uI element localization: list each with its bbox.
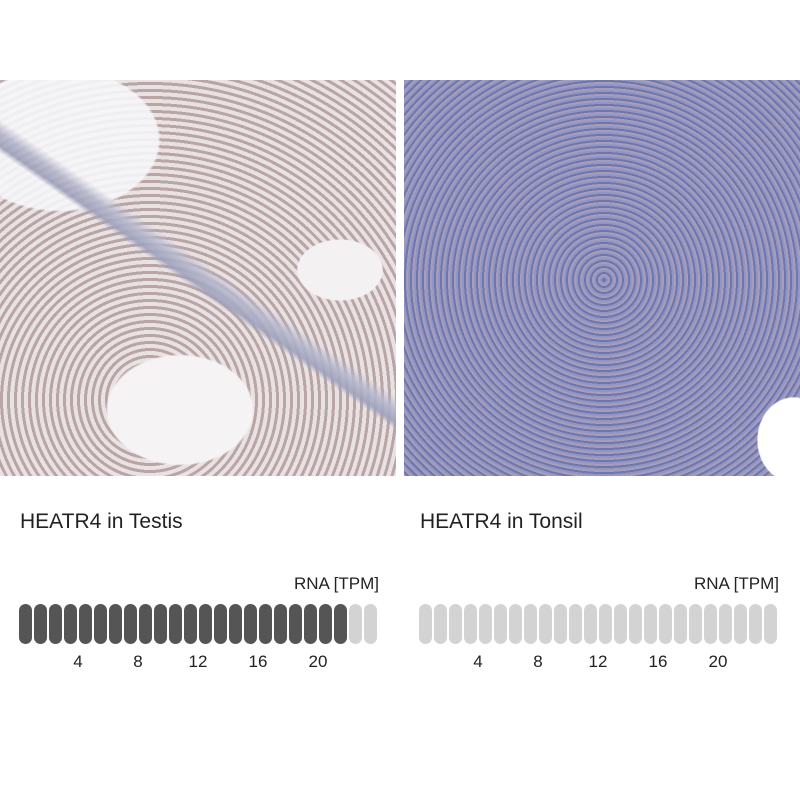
tick-label: 8: [133, 652, 143, 671]
rna-level-bar: [599, 604, 612, 644]
rna-level-bar: [139, 604, 152, 644]
rna-level-bar: [304, 604, 317, 644]
rna-level-bar: [524, 604, 537, 644]
rna-level-bar: [19, 604, 32, 644]
rna-level-bar: [154, 604, 167, 644]
rna-level-bar: [349, 604, 362, 644]
rna-level-bar: [494, 604, 507, 644]
rna-level-bar: [449, 604, 462, 644]
rna-level-bar: [569, 604, 582, 644]
rna-label-testis: RNA [TPM]: [293, 574, 379, 593]
rna-level-bar: [199, 604, 212, 644]
rna-level-bar: [64, 604, 77, 644]
rna-level-bar: [509, 604, 522, 644]
rna-level-bar: [659, 604, 672, 644]
rna-level-bar: [229, 604, 242, 644]
rna-level-bar: [259, 604, 272, 644]
testis-tissue-image: [0, 80, 396, 476]
rna-level-bar: [554, 604, 567, 644]
panel-title-testis: HEATR4 in Testis: [20, 510, 183, 533]
rna-level-bar: [364, 604, 377, 644]
tick-label: 8: [533, 652, 543, 671]
rna-level-bar: [434, 604, 447, 644]
rna-level-bar: [674, 604, 687, 644]
rna-level-bar: [289, 604, 302, 644]
rna-level-bar: [49, 604, 62, 644]
rna-level-bar: [764, 604, 777, 644]
tick-label: 4: [473, 652, 483, 671]
tick-label: 12: [188, 652, 208, 671]
tick-label: 4: [73, 652, 83, 671]
rna-label-tonsil: RNA [TPM]: [693, 574, 779, 593]
tick-label: 12: [588, 652, 608, 671]
rna-level-bar: [319, 604, 332, 644]
rna-level-bar: [629, 604, 642, 644]
tonsil-tissue-image: [404, 80, 800, 476]
rna-level-bar: [719, 604, 732, 644]
rna-level-bar: [689, 604, 702, 644]
rna-level-bar: [419, 604, 432, 644]
tick-label: 20: [708, 652, 728, 671]
rna-level-bar: [124, 604, 137, 644]
rna-level-bar: [94, 604, 107, 644]
rna-level-bar: [539, 604, 552, 644]
rna-level-bar: [184, 604, 197, 644]
rna-level-bar: [34, 604, 47, 644]
rna-level-bar: [734, 604, 747, 644]
rna-level-bar: [749, 604, 762, 644]
panel-title-tonsil: HEATR4 in Tonsil: [420, 510, 583, 533]
tick-label: 20: [308, 652, 328, 671]
rna-level-bar: [244, 604, 257, 644]
tick-label: 16: [248, 652, 268, 671]
rna-level-bar: [169, 604, 182, 644]
rna-level-bar: [464, 604, 477, 644]
rna-level-bar: [214, 604, 227, 644]
rna-level-bar: [644, 604, 657, 644]
rna-level-bar: [334, 604, 347, 644]
rna-level-bar: [704, 604, 717, 644]
rna-level-bar: [274, 604, 287, 644]
rna-level-bar: [109, 604, 122, 644]
tick-label: 16: [648, 652, 668, 671]
rna-level-bar: [614, 604, 627, 644]
rna-level-bar: [584, 604, 597, 644]
rna-level-bar: [79, 604, 92, 644]
rna-level-bar: [479, 604, 492, 644]
